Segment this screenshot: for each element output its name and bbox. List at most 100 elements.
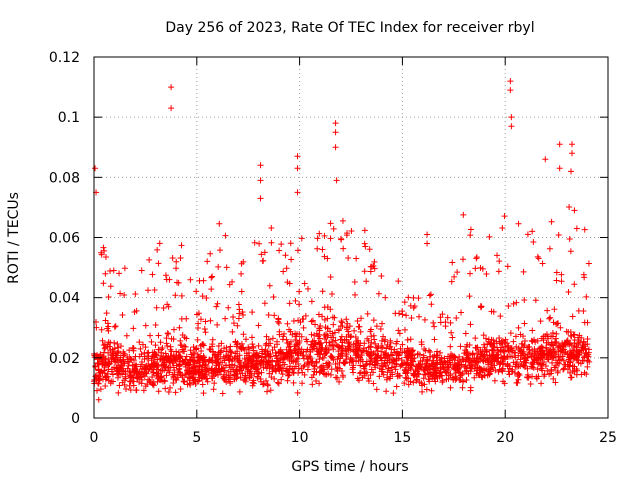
data-point (324, 315, 331, 322)
data-point (376, 373, 383, 380)
data-point (176, 354, 183, 361)
data-point (129, 362, 136, 369)
data-point (103, 310, 110, 317)
data-point (420, 375, 427, 382)
data-point (498, 367, 505, 374)
data-point (488, 336, 495, 343)
data-point (334, 374, 341, 381)
data-point (296, 301, 303, 308)
data-point (297, 319, 304, 326)
y-tick-label: 0.06 (49, 231, 80, 247)
data-point (286, 280, 293, 287)
x-tick-labels: 0 5 10 15 20 25 (90, 430, 617, 446)
data-point (150, 364, 157, 371)
data-point (321, 232, 328, 239)
data-point (225, 304, 232, 311)
data-point (367, 328, 374, 335)
data-point (208, 366, 215, 373)
data-point (274, 358, 281, 365)
data-point (337, 323, 344, 330)
x-tick-label: 25 (599, 430, 617, 446)
data-point (168, 335, 175, 342)
data-point (463, 368, 470, 375)
data-point (540, 337, 547, 344)
data-point (308, 318, 315, 325)
data-point (453, 315, 460, 322)
data-point (246, 345, 253, 352)
data-point (358, 352, 365, 359)
data-point (508, 114, 515, 121)
data-point (345, 254, 352, 261)
data-point (378, 272, 385, 279)
data-point (490, 308, 497, 315)
data-point (311, 340, 318, 347)
data-point (186, 368, 193, 375)
data-point (201, 325, 208, 332)
data-point (280, 355, 287, 362)
data-point (405, 375, 412, 382)
data-point (538, 380, 545, 387)
data-point (569, 141, 576, 148)
data-point (554, 369, 561, 376)
data-point (241, 356, 248, 363)
data-point (271, 312, 278, 319)
data-point (317, 351, 324, 358)
x-tick-label: 10 (291, 430, 309, 446)
data-point (221, 367, 228, 374)
data-point (198, 375, 205, 382)
data-point (300, 363, 307, 370)
data-point (116, 270, 123, 277)
data-point (269, 347, 276, 354)
data-point (235, 358, 242, 365)
data-point (368, 366, 375, 373)
data-point (192, 376, 199, 383)
data-point (243, 352, 250, 359)
data-point (537, 355, 544, 362)
data-point (361, 372, 368, 379)
data-point (512, 354, 519, 361)
data-point (548, 333, 555, 340)
data-point (155, 388, 162, 395)
data-point (371, 336, 378, 343)
data-point (276, 247, 283, 254)
data-point (338, 352, 345, 359)
data-point (227, 343, 234, 350)
data-point (119, 312, 126, 319)
data-point (164, 343, 171, 350)
data-point (346, 359, 353, 366)
data-point (343, 316, 350, 323)
data-point (208, 286, 215, 293)
data-point (557, 353, 564, 360)
data-point (373, 354, 380, 361)
data-point (200, 390, 207, 397)
data-point (459, 356, 466, 363)
data-point (456, 353, 463, 360)
data-point (555, 232, 562, 239)
data-point (399, 341, 406, 348)
data-point (168, 105, 175, 112)
data-point (269, 357, 276, 364)
data-point (329, 290, 336, 297)
data-point (450, 365, 457, 372)
data-point (504, 263, 511, 270)
data-point (308, 374, 315, 381)
data-point (111, 339, 118, 346)
data-point (98, 251, 105, 258)
data-point (317, 368, 324, 375)
data-point (198, 348, 205, 355)
data-point (276, 366, 283, 373)
data-point (529, 373, 536, 380)
data-point (284, 368, 291, 375)
data-point (345, 328, 352, 335)
data-point (397, 372, 404, 379)
data-point (348, 228, 355, 235)
data-point (269, 363, 276, 370)
data-point (499, 365, 506, 372)
data-point (415, 371, 422, 378)
data-point (161, 356, 168, 363)
data-point (447, 343, 454, 350)
data-point (291, 365, 298, 372)
data-point (574, 344, 581, 351)
data-point (517, 356, 524, 363)
data-point (173, 348, 180, 355)
